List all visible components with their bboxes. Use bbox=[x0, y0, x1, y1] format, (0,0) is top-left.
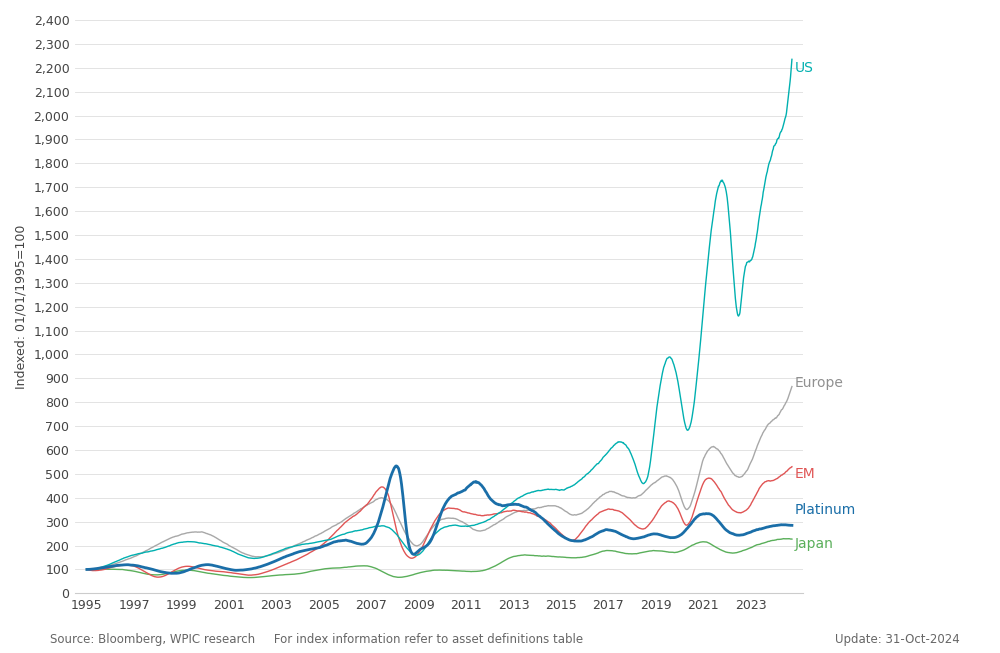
Text: Europe: Europe bbox=[794, 376, 843, 390]
Text: EM: EM bbox=[794, 467, 815, 481]
Y-axis label: Indexed: 01/01/1995=100: Indexed: 01/01/1995=100 bbox=[15, 225, 28, 389]
Text: Japan: Japan bbox=[794, 537, 833, 551]
Text: US: US bbox=[794, 61, 813, 75]
Text: Source: Bloomberg, WPIC research     For index information refer to asset defini: Source: Bloomberg, WPIC research For ind… bbox=[50, 633, 583, 646]
Text: Platinum: Platinum bbox=[794, 503, 856, 517]
Text: Update: 31-Oct-2024: Update: 31-Oct-2024 bbox=[835, 633, 960, 646]
